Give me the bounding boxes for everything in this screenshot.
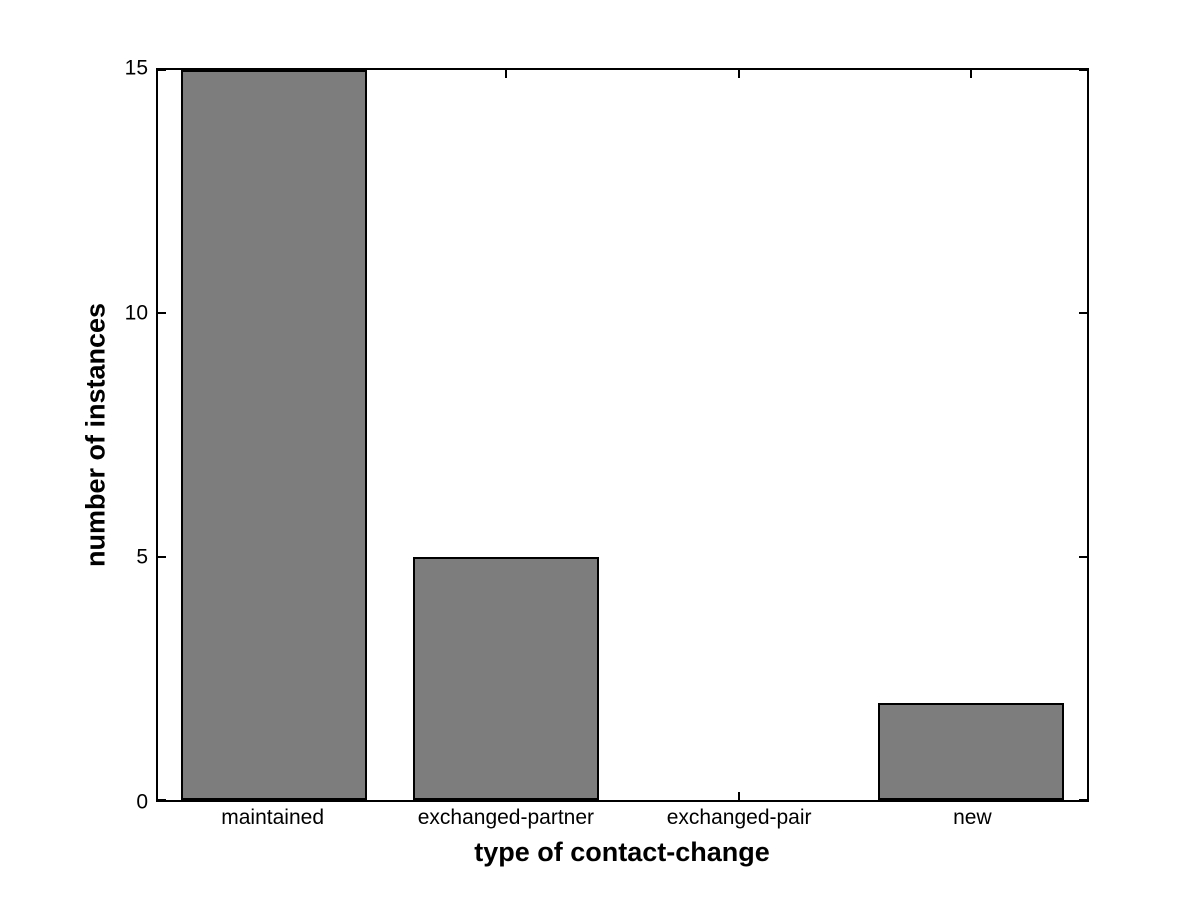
- y-tick-label: 15: [124, 56, 148, 80]
- bar-exchanged-partner: [413, 556, 600, 800]
- x-tick-label-maintained: maintained: [221, 806, 324, 829]
- y-tick-mark: [1079, 555, 1087, 558]
- x-tick-label-new: new: [953, 806, 992, 829]
- y-tick-mark: [1079, 312, 1087, 315]
- plot-area: [156, 68, 1089, 802]
- y-tick-mark: [158, 312, 166, 315]
- y-tick-label: 10: [124, 301, 148, 325]
- x-tick-label-exchanged-partner: exchanged-partner: [417, 806, 595, 829]
- bar-maintained: [181, 70, 368, 800]
- y-tick-mark: [158, 555, 166, 558]
- y-tick-mark: [1079, 69, 1087, 71]
- x-tick-mark: [737, 792, 740, 800]
- x-tick-mark: [969, 70, 972, 78]
- y-tick-label: 0: [136, 790, 148, 814]
- y-tick-label: 5: [136, 545, 148, 569]
- x-tick-mark: [737, 70, 740, 78]
- x-tick-label-exchanged-pair: exchanged-pair: [666, 806, 812, 829]
- y-axis-label: number of instances: [80, 302, 111, 568]
- y-tick-mark: [158, 799, 166, 801]
- y-tick-mark: [158, 69, 166, 71]
- x-tick-mark: [505, 70, 508, 78]
- y-tick-mark: [1079, 799, 1087, 801]
- x-axis-label: type of contact-change: [474, 837, 770, 867]
- bar-new: [877, 702, 1064, 800]
